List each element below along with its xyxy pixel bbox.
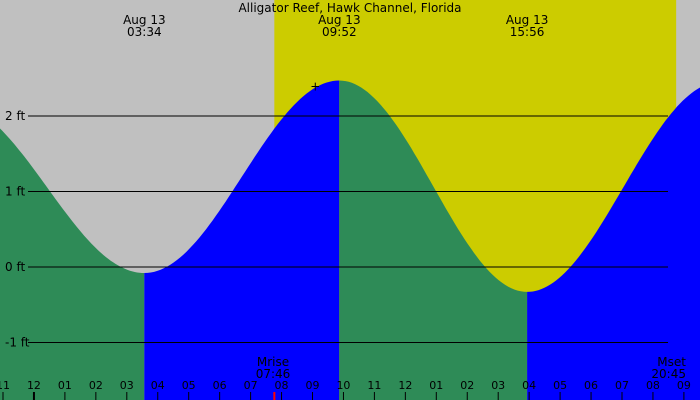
y-tick-label: 0 ft	[5, 260, 25, 274]
falling-tide-area	[0, 128, 145, 400]
hour-label: 04	[522, 379, 536, 392]
moonset-label: Mset	[657, 355, 686, 369]
gridlines	[28, 115, 668, 343]
hour-label: 01	[58, 379, 72, 392]
hour-label: 09	[677, 379, 691, 392]
sun-labels: Mrise 07:46 Mset 20:45	[256, 355, 687, 381]
hour-label: 07	[615, 379, 629, 392]
hour-label: 03	[120, 379, 134, 392]
extreme-date: Aug 13	[318, 13, 361, 27]
extreme-time: 03:34	[127, 25, 162, 39]
midnight-marker	[32, 392, 35, 400]
hour-label: 08	[275, 379, 289, 392]
hour-label: 06	[584, 379, 598, 392]
hour-label: 05	[553, 379, 567, 392]
x-axis-ticks: 11 12 01 02 03 04 05 06 07 08 09 10 11 12 01 02 03 04 05 06…	[0, 379, 691, 400]
moonrise-label: Mrise	[257, 355, 289, 369]
chart-title: Alligator Reef, Hawk Channel, Florida	[238, 1, 461, 15]
moonrise-marker	[273, 392, 276, 400]
hour-label: 04	[151, 379, 165, 392]
hour-label: 09	[306, 379, 320, 392]
extreme-time: 15:56	[510, 25, 545, 39]
y-tick-label: 1 ft	[5, 185, 25, 199]
hour-label: 12	[27, 379, 41, 392]
rising-tide-area	[144, 80, 340, 400]
moonrise-time: 07:46	[256, 367, 291, 381]
hour-label: 10	[336, 379, 350, 392]
extreme-date: Aug 13	[123, 13, 166, 27]
hour-label: 07	[244, 379, 258, 392]
hour-label: 08	[646, 379, 660, 392]
y-axis-labels: 2 ft 1 ft 0 ft -1 ft	[5, 109, 30, 350]
falling-tide-area	[339, 80, 528, 400]
hour-label: 02	[460, 379, 474, 392]
hour-label: 11	[0, 379, 10, 392]
extreme-time: 09:52	[322, 25, 357, 39]
hour-label: 11	[367, 379, 381, 392]
extreme-date: Aug 13	[506, 13, 549, 27]
y-tick-label: -1 ft	[5, 336, 30, 350]
hour-label: 01	[429, 379, 443, 392]
hour-label: 02	[89, 379, 103, 392]
y-tick-label: 2 ft	[5, 109, 25, 123]
hour-label: 12	[398, 379, 412, 392]
high-marker: +	[310, 80, 320, 94]
rising-tide-area	[527, 87, 700, 400]
tide-areas	[0, 80, 700, 400]
moonset-time: 20:45	[651, 367, 686, 381]
hour-label: 06	[213, 379, 227, 392]
hour-label: 03	[491, 379, 505, 392]
hour-label: 05	[182, 379, 196, 392]
